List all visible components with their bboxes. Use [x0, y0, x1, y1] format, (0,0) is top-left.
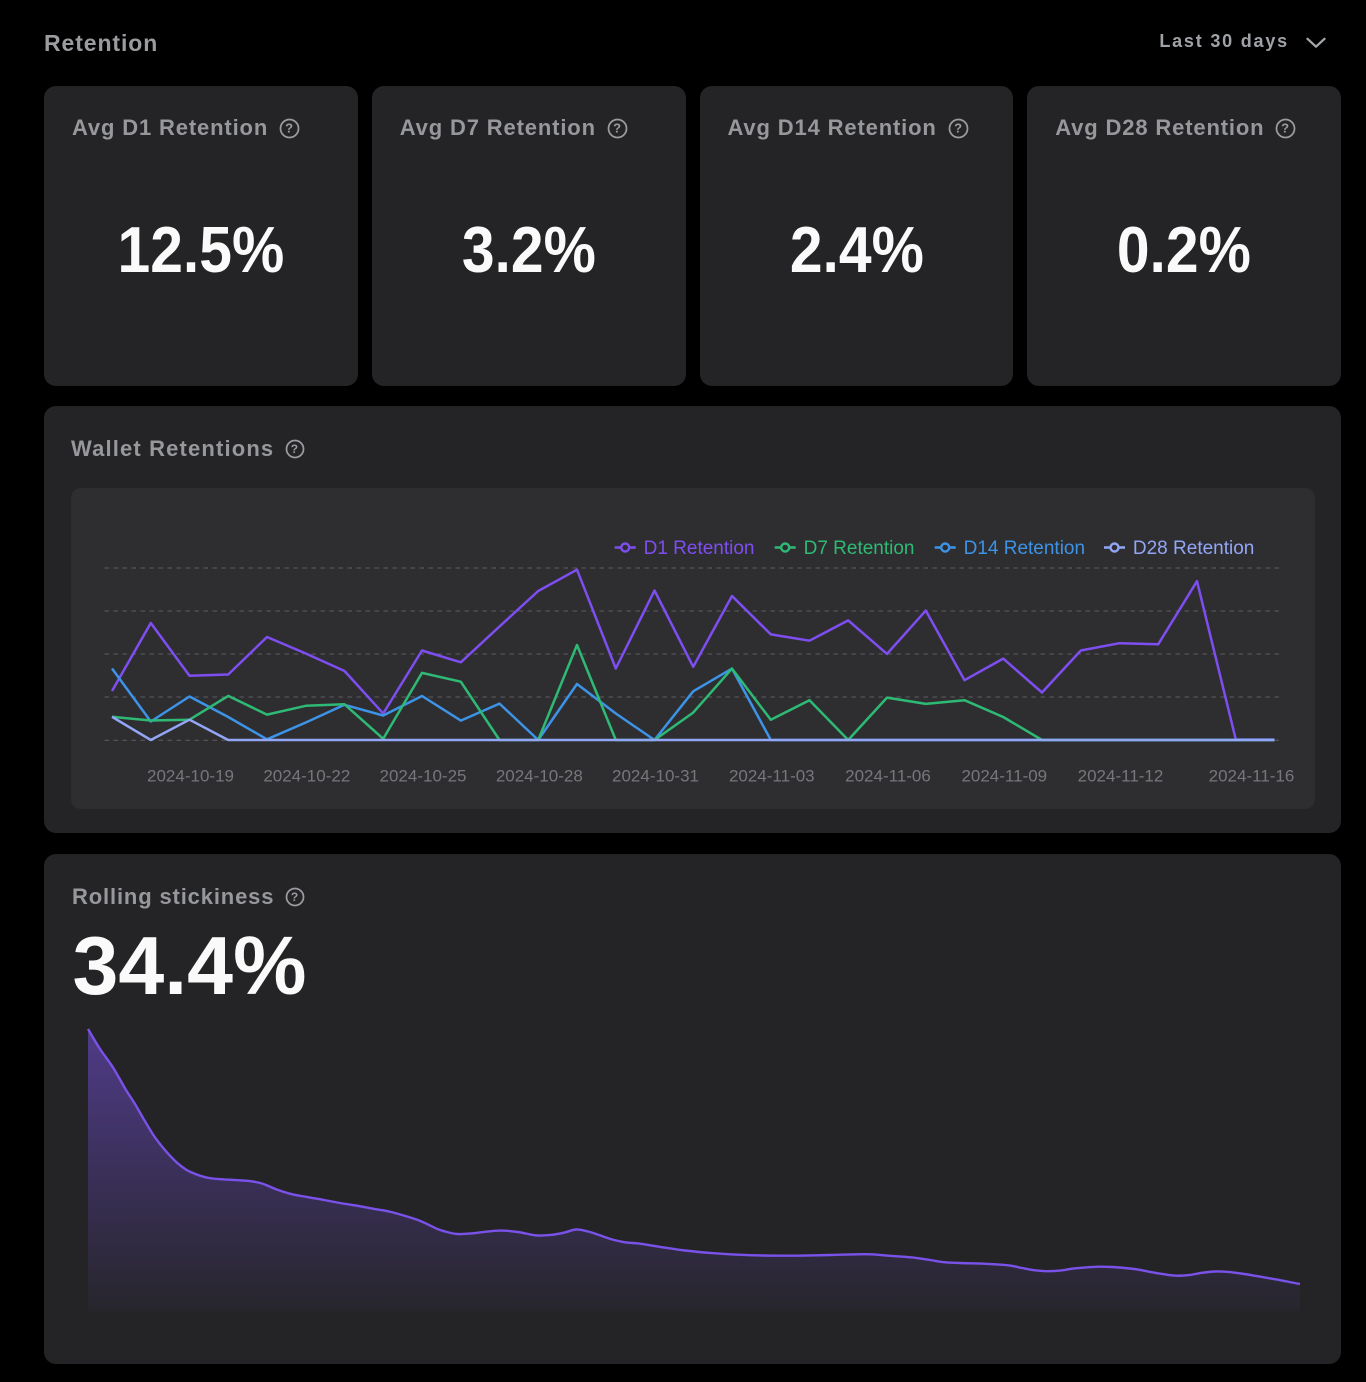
svg-text:D14 Retention: D14 Retention	[964, 538, 1085, 559]
svg-text:2024-10-25: 2024-10-25	[380, 766, 467, 785]
svg-text:?: ?	[291, 442, 299, 456]
svg-text:2024-11-16: 2024-11-16	[1209, 766, 1295, 785]
svg-text:?: ?	[285, 120, 294, 135]
svg-text:2024-10-22: 2024-10-22	[263, 766, 350, 785]
svg-text:?: ?	[1282, 120, 1291, 135]
svg-text:2024-10-31: 2024-10-31	[612, 766, 699, 785]
svg-text:2024-11-09: 2024-11-09	[961, 766, 1047, 785]
svg-text:D28 Retention: D28 Retention	[1133, 538, 1254, 559]
svg-text:2024-10-28: 2024-10-28	[496, 766, 583, 785]
svg-text:2024-10-19: 2024-10-19	[147, 766, 234, 785]
svg-text:?: ?	[613, 120, 622, 135]
svg-text:2024-11-03: 2024-11-03	[729, 766, 815, 785]
svg-text:D7 Retention: D7 Retention	[804, 538, 915, 559]
svg-text:D1 Retention: D1 Retention	[644, 538, 755, 559]
svg-text:2024-11-12: 2024-11-12	[1078, 766, 1164, 785]
svg-text:?: ?	[291, 890, 299, 904]
svg-text:?: ?	[954, 120, 963, 135]
svg-text:2024-11-06: 2024-11-06	[845, 766, 931, 785]
